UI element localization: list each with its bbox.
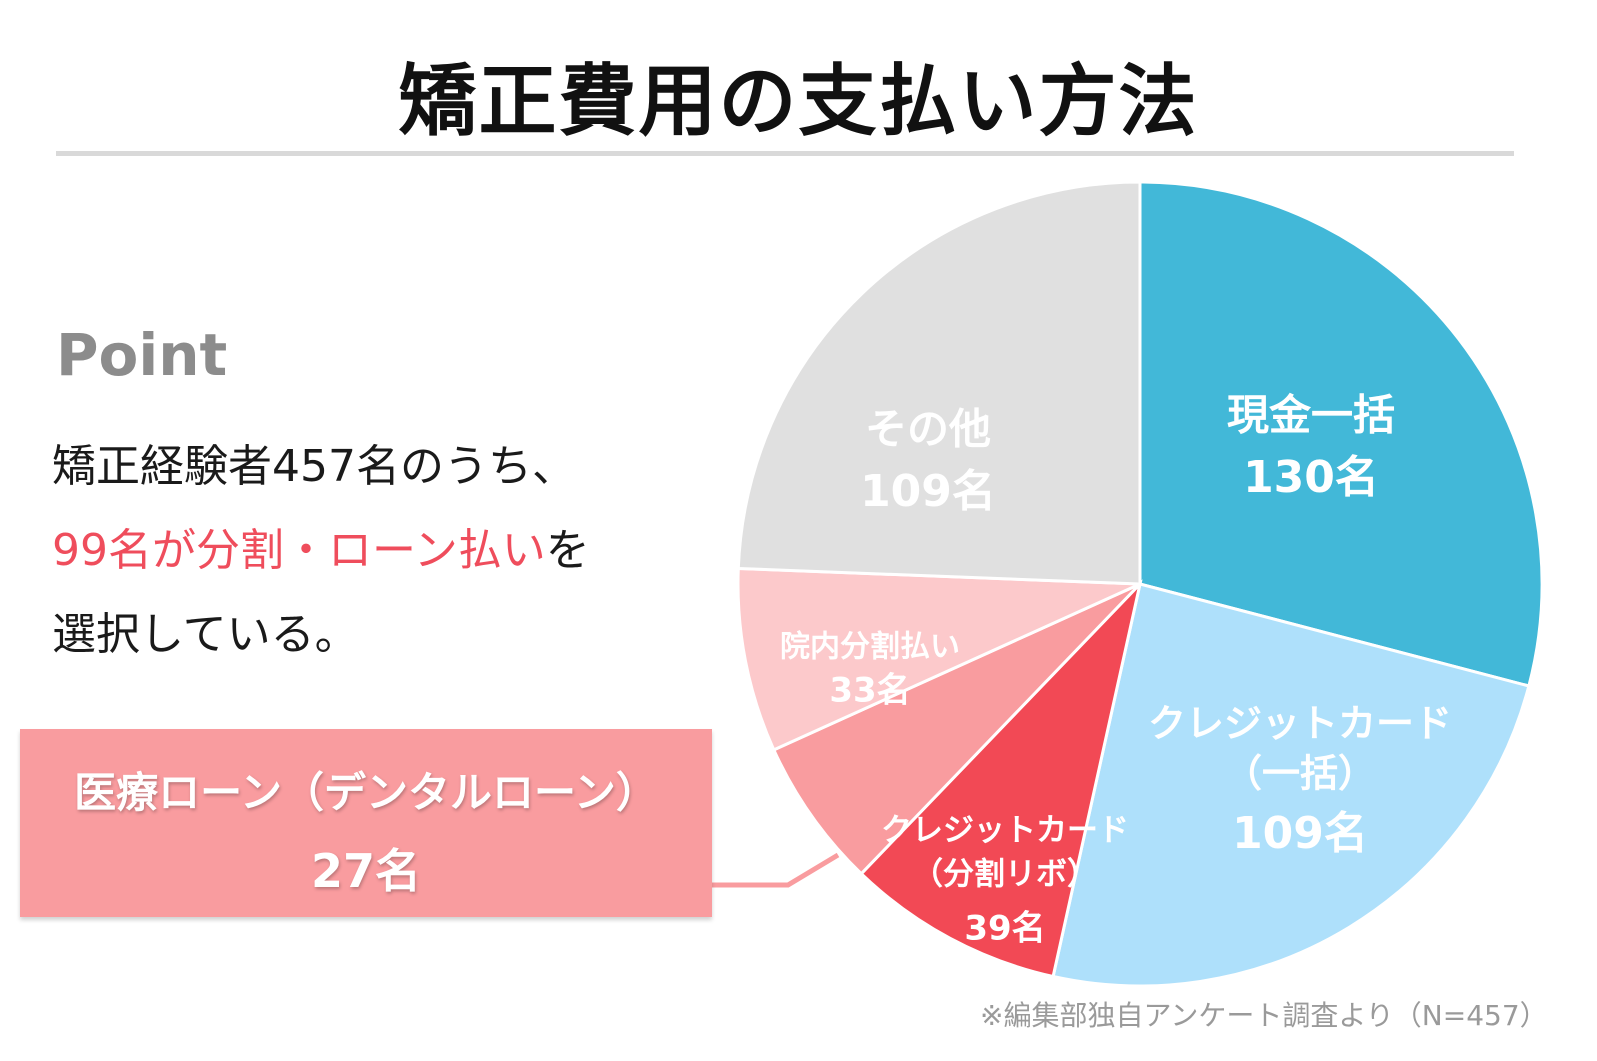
pie-slices xyxy=(736,180,1544,988)
callout-leader-line xyxy=(712,852,840,888)
medical-loan-callout: 医療ローン（デンタルローン） 27名 xyxy=(20,729,712,917)
page-title: 矯正費用の支払い方法 xyxy=(398,57,1199,147)
pie-labels: 現金一括130名クレジットカード（一括）109名クレジットカード（分割リボ）39… xyxy=(780,391,1452,949)
pie-slice-inhouse-split xyxy=(736,566,1141,752)
slice-label-credit-split-0: クレジットカード xyxy=(881,813,1129,849)
point-line-2: 99名が分割・ローン払いを xyxy=(52,509,590,593)
slice-label-credit-split-1: （分割リボ） xyxy=(912,857,1098,893)
slice-label-other-0: その他 xyxy=(865,405,991,454)
slice-value-other: 109名 xyxy=(860,466,996,517)
point-line-1: 矯正経験者457名のうち、 xyxy=(52,441,576,492)
pie-slice-credit-split xyxy=(859,579,1143,979)
point-highlight: 99名が分割・ローン払い xyxy=(52,525,546,576)
pie-slice-other xyxy=(736,180,1142,586)
point-line-2-rest: を xyxy=(545,525,590,576)
slice-label-credit-lump-0: クレジットカード xyxy=(1148,702,1452,746)
pie-slice-credit-lump xyxy=(1051,582,1531,988)
title-divider xyxy=(56,151,1514,156)
point-line-3: 選択している。 xyxy=(52,609,359,660)
callout-count: 27名 xyxy=(310,844,421,898)
slice-value-inhouse-split: 33名 xyxy=(829,671,910,711)
pie-slice-medical-loan xyxy=(771,582,1142,876)
slice-label-credit-lump-1: （一括） xyxy=(1224,752,1376,796)
slice-label-inhouse-split-0: 院内分割払い xyxy=(780,630,960,665)
pie-slice-cash xyxy=(1138,180,1544,688)
slice-value-cash: 130名 xyxy=(1243,452,1379,503)
slice-label-cash-0: 現金一括 xyxy=(1227,391,1395,440)
slice-value-credit-split: 39名 xyxy=(964,909,1045,949)
point-text: 矯正経験者457名のうち、 99名が分割・ローン払いを 選択している。 xyxy=(52,425,590,677)
slice-value-credit-lump: 109名 xyxy=(1232,808,1368,859)
footnote: ※編集部独自アンケート調査より（N=457） xyxy=(980,999,1548,1032)
point-label: Point xyxy=(56,321,228,389)
callout-name: 医療ローン（デンタルローン） xyxy=(74,768,658,817)
